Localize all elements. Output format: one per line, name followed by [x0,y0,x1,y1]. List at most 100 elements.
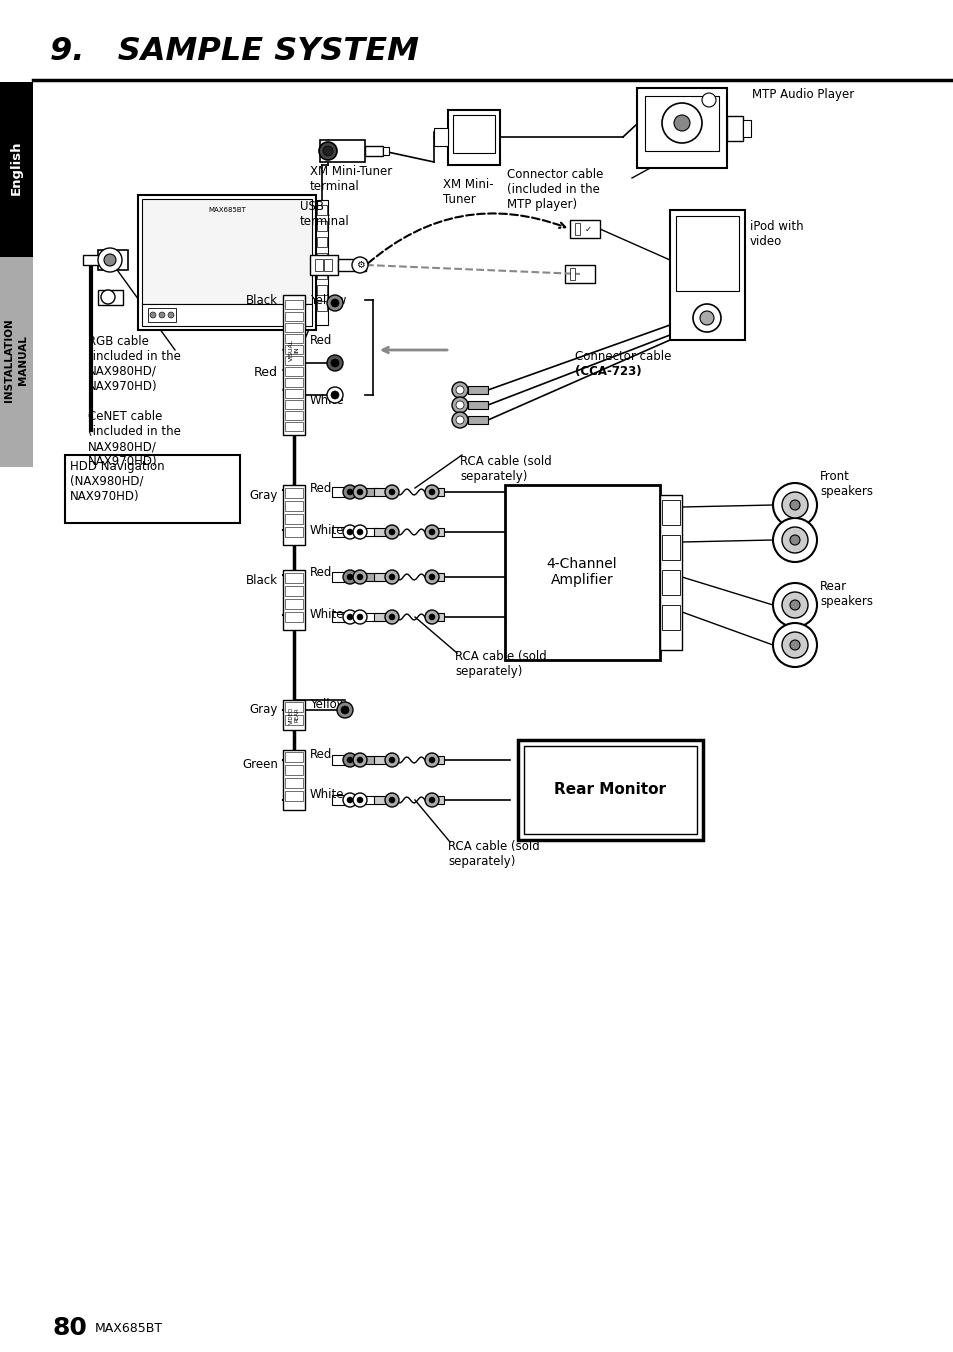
Circle shape [456,416,463,425]
Bar [742,120,750,137]
Circle shape [327,356,343,370]
Circle shape [452,397,468,412]
Circle shape [356,489,363,495]
Bar [359,612,377,621]
Bar [319,141,365,162]
Bar [332,527,350,537]
Circle shape [781,631,807,658]
Text: XM Mini-Tuner
terminal: XM Mini-Tuner terminal [310,165,392,193]
Bar [138,195,315,330]
Bar [83,256,99,265]
Circle shape [789,535,800,545]
Bar [283,295,305,435]
Circle shape [352,257,368,273]
Text: HDD Navigation
(NAX980HD/
NAX970HD): HDD Navigation (NAX980HD/ NAX970HD) [70,460,165,503]
Circle shape [356,757,363,763]
Circle shape [389,614,395,621]
Circle shape [356,529,363,535]
Circle shape [385,485,398,499]
Bar [359,573,377,581]
Bar [359,756,377,764]
Bar [374,488,392,496]
Circle shape [347,529,353,535]
Bar [285,400,303,410]
Bar [285,366,303,376]
Bar [637,88,726,168]
Circle shape [98,247,122,272]
Bar [98,250,128,270]
Bar [468,416,488,425]
Bar [142,304,312,326]
Circle shape [356,796,363,803]
Circle shape [356,575,363,580]
Bar [426,529,443,535]
Text: 9.   SAMPLE SYSTEM: 9. SAMPLE SYSTEM [50,37,418,68]
Circle shape [356,614,363,621]
Circle shape [159,312,165,318]
Circle shape [343,485,356,499]
Circle shape [331,391,338,399]
Circle shape [101,289,115,304]
Circle shape [343,610,356,625]
Bar [285,312,303,320]
Circle shape [385,753,398,767]
Bar [285,502,303,511]
Bar [426,612,443,621]
Bar [316,301,327,311]
Text: Yellow: Yellow [310,699,346,711]
Bar [332,612,350,622]
Bar [285,791,303,800]
Circle shape [781,527,807,553]
Circle shape [385,794,398,807]
Circle shape [343,571,356,584]
Circle shape [772,483,816,527]
Text: USB
terminal: USB terminal [299,200,350,228]
Bar [332,754,350,765]
Circle shape [789,500,800,510]
Text: Rear
speakers: Rear speakers [820,580,872,608]
Bar [644,96,719,151]
Circle shape [168,312,173,318]
Bar [661,500,679,525]
Circle shape [389,757,395,763]
Circle shape [781,592,807,618]
Bar [332,487,350,498]
Text: INSTALLATION
MANUAL: INSTALLATION MANUAL [5,318,28,402]
Text: RCA cable (sold
separately): RCA cable (sold separately) [448,840,539,868]
Text: Rear Monitor: Rear Monitor [554,783,665,798]
Bar [426,573,443,581]
Circle shape [336,702,353,718]
Circle shape [318,142,336,160]
Circle shape [456,402,463,410]
Bar [374,529,392,535]
Text: English: English [10,141,23,195]
Bar [142,199,312,304]
Bar [98,289,123,306]
Bar [148,308,175,322]
Bar [285,334,303,343]
Bar [285,752,303,763]
Bar [316,220,327,231]
Bar [310,256,337,274]
Circle shape [424,525,438,539]
Text: Green: Green [242,758,277,772]
Circle shape [772,583,816,627]
Bar [285,345,303,354]
Bar [285,300,303,310]
Bar [434,128,448,146]
Circle shape [789,639,800,650]
Text: Red: Red [310,566,332,580]
Bar [659,495,681,650]
Bar [453,115,495,153]
Bar [0,82,33,257]
Circle shape [353,753,367,767]
Bar [365,146,382,155]
Bar [332,795,350,804]
Bar [285,777,303,788]
Text: Black: Black [246,573,277,587]
Text: RGB cable
(included in the
NAX980HD/
NAX970HD): RGB cable (included in the NAX980HD/ NAX… [88,335,181,393]
Text: 4-Channel
Amplifier: 4-Channel Amplifier [546,557,617,587]
Text: White: White [310,523,344,537]
Circle shape [385,571,398,584]
Text: Gray: Gray [250,703,277,717]
